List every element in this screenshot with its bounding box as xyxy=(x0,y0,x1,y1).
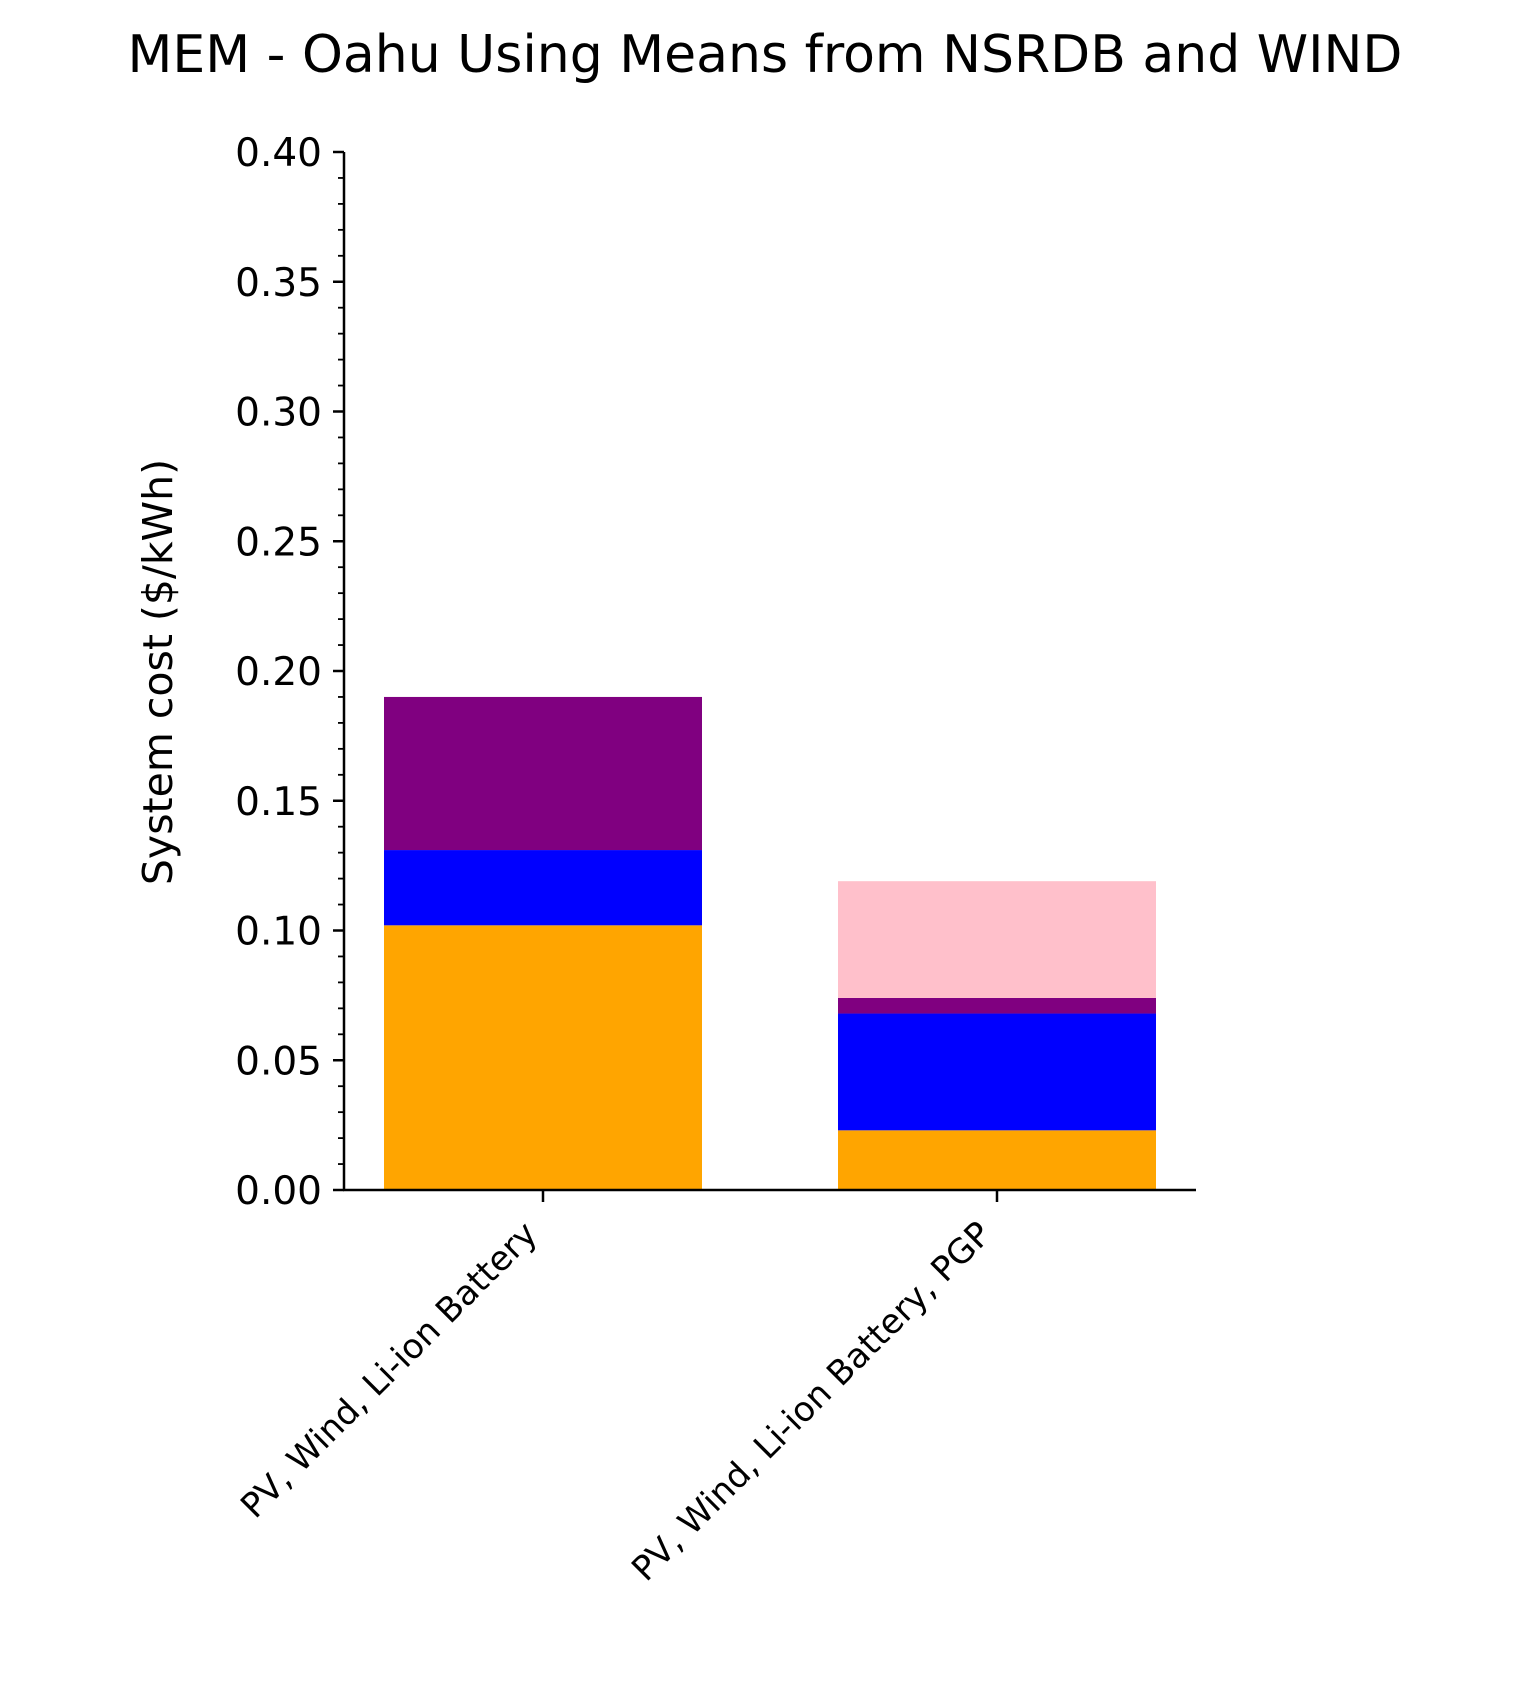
y-ticks: 0.00 0.05 0.10 0.15 0.20 0.25 0.30 0.35 0.40 xyxy=(235,131,344,1214)
y-axis-label: System cost ($/kWh) xyxy=(134,459,182,885)
x-category-label: PV, Wind, Li-ion Battery, PGP xyxy=(624,1214,999,1589)
chart-title: MEM - Oahu Using Means from NSRDB and WI… xyxy=(128,25,1403,85)
bar-segment-2-4 xyxy=(838,881,1156,998)
bar-segment-1-2 xyxy=(384,850,702,926)
bar-segment-2-1 xyxy=(838,1130,1156,1190)
y-tick-label: 0.00 xyxy=(235,1169,322,1214)
y-tick-label: 0.10 xyxy=(235,910,322,955)
x-ticks: PV, Wind, Li-ion Battery PV, Wind, Li-ion… xyxy=(233,1190,999,1589)
bar-segment-2-2 xyxy=(838,1013,1156,1131)
bar-segment-2-3 xyxy=(838,997,1156,1014)
bar-segment-1-3 xyxy=(384,696,702,851)
y-tick-label: 0.05 xyxy=(235,1039,322,1084)
y-tick-label: 0.15 xyxy=(235,780,322,825)
x-category-label: PV, Wind, Li-ion Battery xyxy=(233,1214,545,1526)
y-tick-label: 0.20 xyxy=(235,650,322,695)
y-tick-label: 0.35 xyxy=(235,261,322,306)
y-tick-label: 0.25 xyxy=(235,520,322,565)
bar-segment-1-1 xyxy=(384,925,702,1190)
y-tick-label: 0.40 xyxy=(235,131,322,176)
y-tick-label: 0.30 xyxy=(235,391,322,436)
bars-group xyxy=(384,696,1156,1190)
